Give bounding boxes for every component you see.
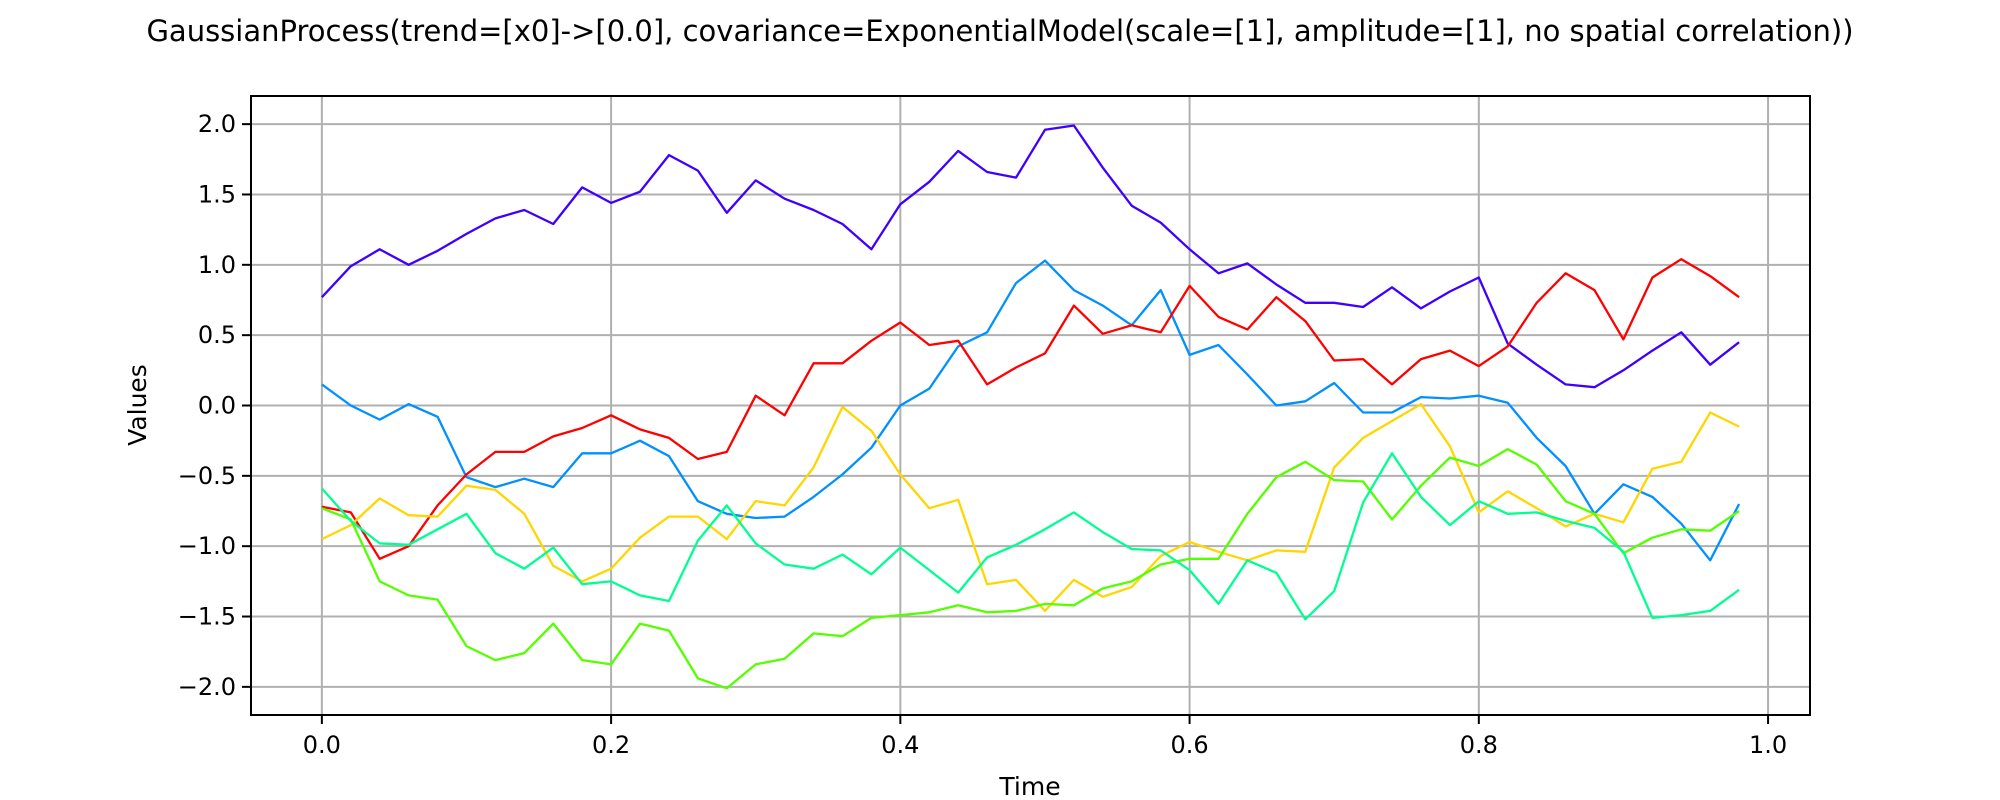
series-line-4 (321, 402, 1740, 613)
x-ticks: 0.0 0.2 0.4 0.6 0.8 1.0 (303, 715, 1787, 759)
grid (251, 96, 1810, 715)
series-line-3 (321, 258, 1740, 560)
chart-title: GaussianProcess(trend=[x0]->[0.0], covar… (146, 14, 1853, 48)
y-tick-label: −2.0 (178, 673, 236, 701)
y-tick-label: 1.0 (198, 251, 236, 279)
y-axis-label: Values (123, 364, 152, 446)
x-tick-label: 0.2 (592, 731, 630, 759)
series-line-5 (321, 447, 1740, 690)
series-line-6 (321, 452, 1740, 621)
x-tick-label: 0.4 (881, 731, 919, 759)
y-tick-label: −0.5 (178, 462, 236, 490)
y-tick-label: −1.0 (178, 532, 236, 560)
y-tick-label: 0.5 (198, 321, 236, 349)
y-tick-label: 0.0 (198, 392, 236, 420)
series-group (321, 124, 1741, 690)
series-line-2 (321, 259, 1741, 562)
x-tick-label: 0.8 (1460, 731, 1498, 759)
x-axis-label: Time (998, 772, 1060, 800)
series-line-1 (321, 124, 1740, 389)
y-tick-label: 1.5 (198, 180, 236, 208)
y-tick-label: 2.0 (198, 110, 236, 138)
x-tick-label: 0.6 (1170, 731, 1208, 759)
x-tick-label: 0.0 (303, 731, 341, 759)
y-ticks: 2.0 1.5 1.0 0.5 0.0 −0.5 −1.0 −1.5 −2.0 (178, 110, 251, 701)
y-tick-label: −1.5 (178, 603, 236, 631)
x-tick-label: 1.0 (1749, 731, 1787, 759)
